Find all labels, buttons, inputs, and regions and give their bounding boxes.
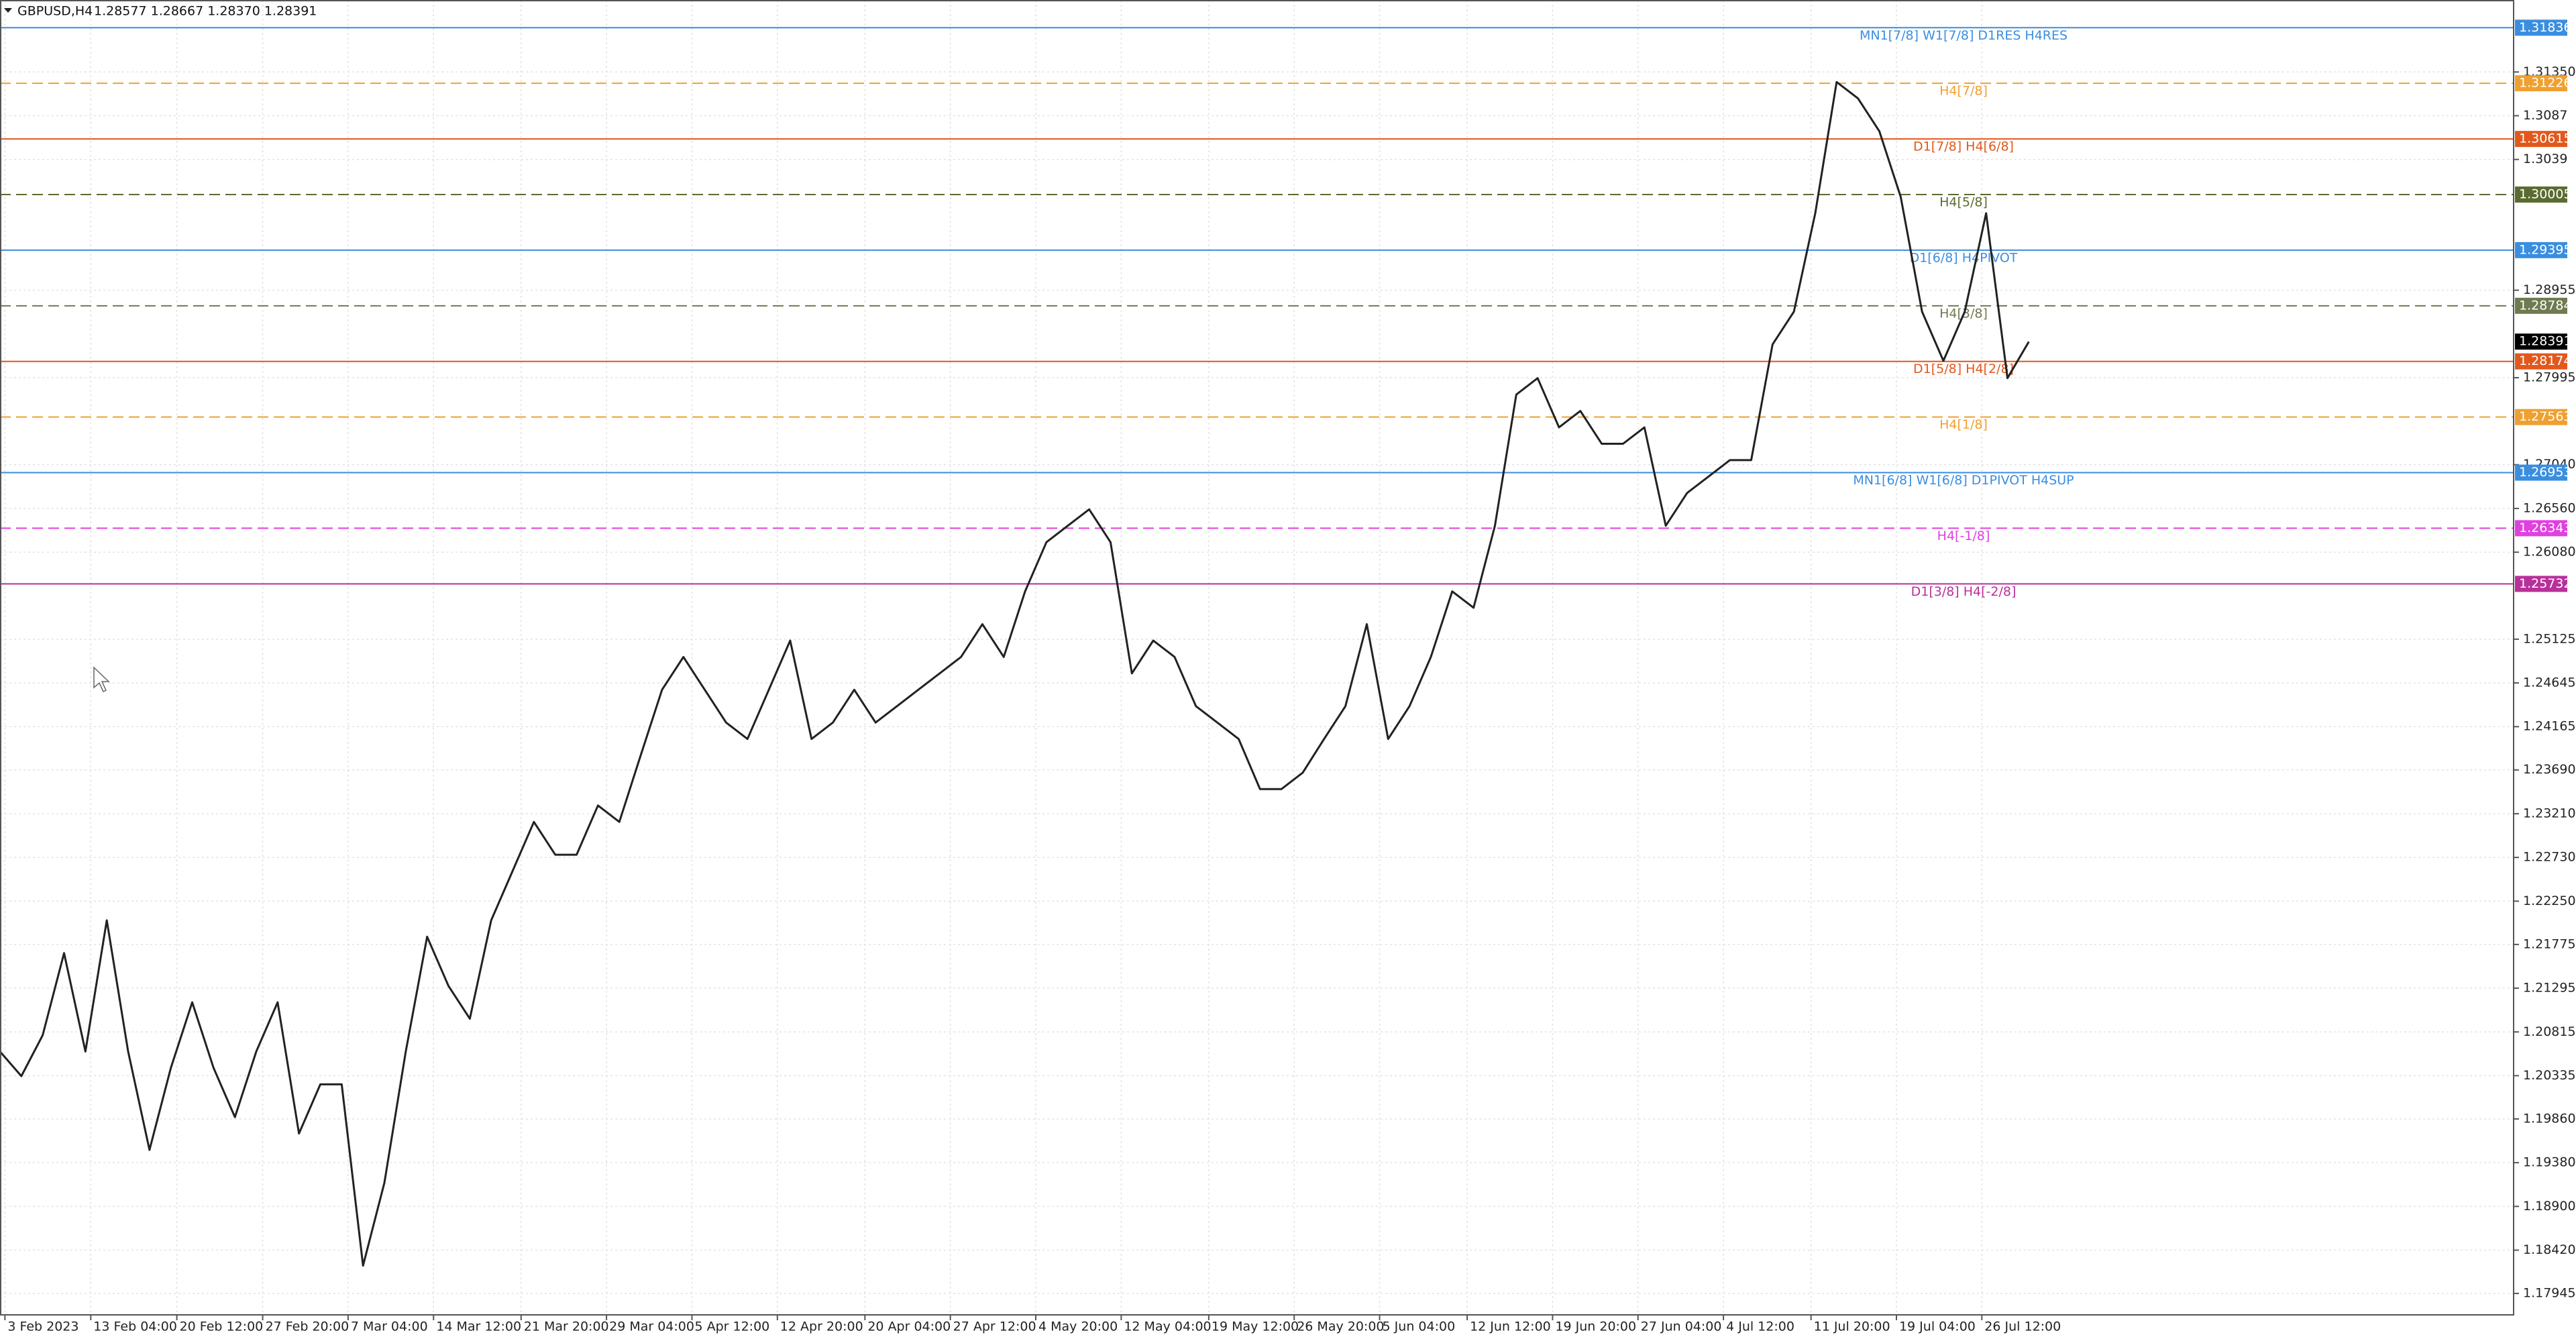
price-label: 1.26953 [2519,465,2572,480]
price-label: 1.30615 [2519,131,2572,146]
menu-arrow[interactable] [4,8,12,13]
price-label: 1.29395 [2519,242,2572,257]
price-label: 1.25732 [2519,576,2572,591]
x-tick-label: 27 Feb 20:00 [266,1320,350,1334]
y-tick-label: 1.3087 [2523,108,2567,123]
current-price-box [2515,333,2567,350]
x-tick-label: 11 Jul 20:00 [1814,1320,1890,1334]
y-tick-label: 1.21775 [2523,936,2576,951]
y-tick-label: 1.22250 [2523,894,2576,908]
y-tick-label: 1.25125 [2523,631,2576,646]
price-box [2515,75,2567,92]
y-tick-label: 1.24645 [2523,676,2576,690]
level-label: H4[7/8] [1939,84,1988,99]
x-tick-label: 26 May 20:00 [1297,1320,1384,1334]
price-box [2515,19,2567,36]
y-tick-label: 1.17945 [2523,1286,2576,1301]
y-tick-label: 1.18900 [2523,1199,2576,1214]
y-tick-label: 1.20815 [2523,1024,2576,1039]
chart-subtitle: 1.28577 1.28667 1.28370 1.28391 [94,4,317,19]
price-box [2515,353,2567,370]
y-tick-label: 1.20335 [2523,1068,2576,1083]
x-tick-label: 19 Jul 04:00 [1899,1320,1976,1334]
x-tick-label: 12 Jun 12:00 [1470,1320,1551,1334]
y-tick-label: 1.19380 [2523,1155,2576,1170]
x-tick-label: 26 Jul 12:00 [1984,1320,2061,1334]
plot-frame [0,0,2514,1316]
level-label: H4[1/8] [1939,417,1988,432]
x-tick-label: 20 Apr 04:00 [867,1320,951,1334]
grid [0,0,2514,1315]
y-tick-label: 1.23690 [2523,762,2576,777]
chart-title: GBPUSD,H4 [17,4,93,19]
level-label: D1[7/8] H4[6/8] [1913,140,2014,154]
x-tick-label: 14 Mar 12:00 [436,1320,521,1334]
y-tick-label: 1.23210 [2523,806,2576,820]
y-tick-label: 1.19860 [2523,1111,2576,1126]
x-tick-label: 27 Apr 12:00 [953,1320,1036,1334]
level-label: D1[6/8] H4PIVOT [1910,250,2018,265]
price-label: 1.31836 [2519,20,2572,35]
price-box [2515,520,2567,537]
x-tick-label: 7 Mar 04:00 [351,1320,428,1334]
price-label: 1.26343 [2519,521,2572,535]
price-label: 1.31226 [2519,76,2572,91]
price-line [0,81,2030,1267]
y-tick-label: 1.3039 [2523,152,2567,166]
price-box [2515,186,2567,203]
price-label: 1.30005 [2519,186,2572,201]
y-tick-label: 1.21295 [2523,981,2576,996]
mouse-cursor [93,666,110,693]
x-tick-label: 29 Mar 04:00 [609,1320,694,1334]
x-tick-label: 12 Apr 20:00 [780,1320,863,1334]
y-tick-label: 1.26080 [2523,545,2576,559]
price-box [2515,297,2567,314]
x-tick-label: 19 May 12:00 [1212,1320,1299,1334]
y-tick-label: 1.22730 [2523,850,2576,865]
level-label: H4[-1/8] [1937,529,1990,543]
y-tick-label: 1.24165 [2523,719,2576,734]
plot [0,81,2030,1267]
price-box [2515,242,2567,258]
y-tick-label: 1.27995 [2523,370,2576,385]
price-label: 1.28174 [2519,354,2572,368]
level-label: D1[5/8] H4[2/8] [1913,362,2014,376]
price-label: 1.28784 [2519,298,2572,313]
x-tick-label: 12 May 04:00 [1124,1320,1211,1334]
x-tick-label: 4 May 20:00 [1038,1320,1118,1334]
y-tick-label: 1.26560 [2523,500,2576,515]
price-box [2515,131,2567,148]
levels: MN1[7/8] W1[7/8] D1RES H4RES H4[7/8] D1[7/… [0,27,2514,599]
price-box [2515,409,2567,425]
level-label: D1[3/8] H4[-2/8] [1911,584,2017,599]
x-tick-label: 20 Feb 12:00 [180,1320,264,1334]
x-tick-label: 21 Mar 20:00 [524,1320,609,1334]
price-label: 1.27563 [2519,409,2572,424]
current-price-label: 1.28391 [2519,334,2572,349]
level-label: MN1[7/8] W1[7/8] D1RES H4RES [1860,28,2068,43]
x-tick-label: 5 Apr 12:00 [694,1320,769,1334]
level-label: MN1[6/8] W1[6/8] D1PIVOT H4SUP [1853,473,2074,488]
price-box [2515,576,2567,592]
x-tick-label: 19 Jun 20:00 [1555,1320,1636,1334]
x-tick-label: 5 Jun 04:00 [1383,1320,1456,1334]
level-label: H4[5/8] [1939,195,1988,209]
x-tick-label: 27 Jun 04:00 [1641,1320,1722,1334]
y-tick-label: 1.18420 [2523,1242,2576,1257]
x-tick-label: 13 Feb 04:00 [93,1320,177,1334]
x-tick-label: 3 Feb 2023 [7,1320,78,1334]
x-tick-label: 4 Jul 12:00 [1726,1320,1794,1334]
y-tick-label: 1.28955 [2523,282,2576,297]
price-box [2515,464,2567,481]
